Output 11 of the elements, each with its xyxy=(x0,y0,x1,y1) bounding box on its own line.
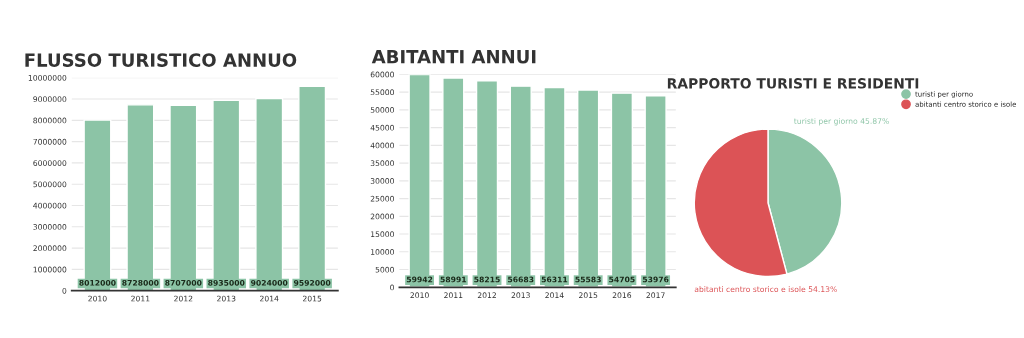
bar xyxy=(408,74,431,288)
bar xyxy=(475,79,499,288)
bar xyxy=(543,86,566,288)
chart-title: ABITANTI ANNUI xyxy=(371,50,536,64)
bar xyxy=(644,95,667,288)
bar xyxy=(442,77,465,288)
chart-title: RAPPORTO TURISTI E RESIDENTI xyxy=(667,78,919,89)
bar xyxy=(610,92,634,288)
bar xyxy=(509,85,532,288)
chart-title: FLUSSO TURISTICO ANNUO xyxy=(25,53,297,67)
bar xyxy=(577,89,600,288)
